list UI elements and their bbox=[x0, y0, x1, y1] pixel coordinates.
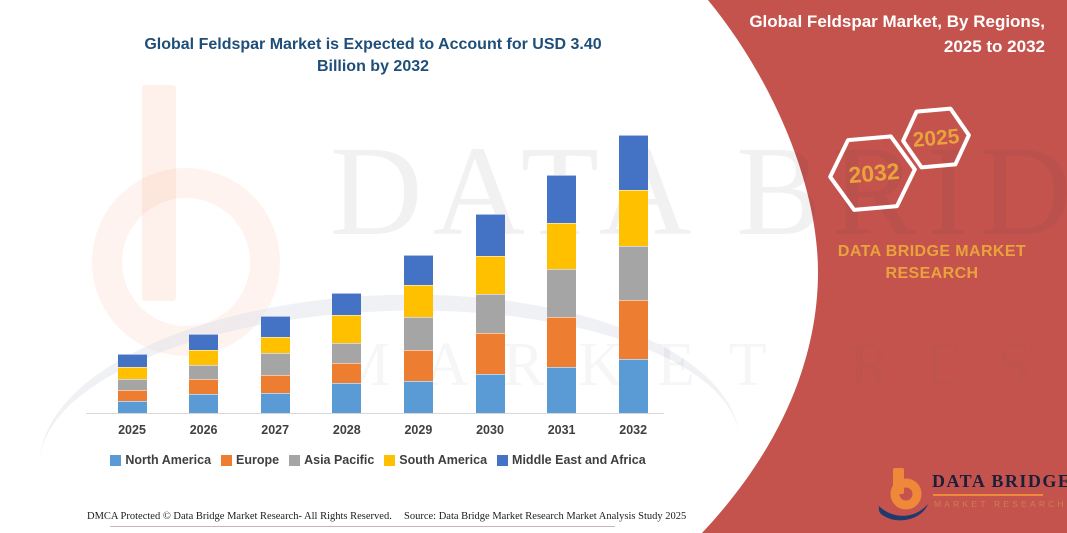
bar-segment bbox=[547, 175, 577, 223]
bar-segment bbox=[189, 350, 219, 365]
bar-segment bbox=[618, 300, 648, 359]
bar-segment bbox=[332, 315, 362, 343]
legend-label: North America bbox=[125, 453, 212, 467]
bar-segment bbox=[475, 256, 505, 294]
bar-segment bbox=[403, 381, 433, 413]
x-axis-line bbox=[86, 413, 664, 414]
footer-dmca-text: DMCA Protected © Data Bridge Market Rese… bbox=[87, 511, 392, 522]
hexagon-2025-outline bbox=[901, 106, 971, 170]
x-axis-label: 2031 bbox=[547, 423, 576, 437]
bar-segment bbox=[260, 393, 290, 413]
hexagon-2025: 2025 bbox=[901, 106, 971, 170]
bar-segment bbox=[475, 374, 505, 413]
legend-label: Middle East and Africa bbox=[512, 453, 646, 467]
bar-segment bbox=[117, 379, 147, 390]
bar-segment bbox=[117, 390, 147, 401]
bar-segment bbox=[260, 353, 290, 375]
bar-segment bbox=[260, 375, 290, 393]
bar-segment bbox=[547, 317, 577, 367]
brand-caption: DATA BRIDGE MARKET RESEARCH bbox=[837, 243, 1027, 282]
company-logo-underline bbox=[933, 494, 1043, 496]
bar-2031 bbox=[547, 175, 577, 413]
bar-segment bbox=[547, 269, 577, 317]
bar-segment bbox=[189, 394, 219, 413]
x-axis-label: 2028 bbox=[332, 423, 361, 437]
x-axis-label: 2032 bbox=[619, 423, 648, 437]
bar-2028 bbox=[332, 293, 362, 413]
bar-segment bbox=[403, 317, 433, 350]
watermark-text-line2: MARKET RESEARCH bbox=[335, 331, 1067, 399]
bar-segment bbox=[332, 363, 362, 383]
bar-segment bbox=[475, 333, 505, 374]
legend-item: Asia Pacific bbox=[289, 453, 374, 467]
x-axis-label: 2025 bbox=[118, 423, 146, 437]
bar-2026 bbox=[189, 334, 219, 413]
company-logo: DATA BRIDGE MARKET RESEARCH bbox=[858, 464, 1067, 526]
company-logo-icon bbox=[878, 468, 928, 521]
bar-segment bbox=[475, 294, 505, 333]
legend-label: South America bbox=[399, 453, 488, 467]
hexagon-2032: 2032 bbox=[828, 134, 917, 212]
bar-segment bbox=[332, 383, 362, 413]
side-panel-heading: Global Feldspar Market, By Regions, 2025… bbox=[749, 12, 1045, 56]
x-axis-label: 2026 bbox=[189, 423, 218, 437]
bar-segment bbox=[547, 367, 577, 413]
bar-segment bbox=[189, 334, 219, 350]
bar-2025 bbox=[117, 354, 147, 413]
legend-label: Europe bbox=[236, 453, 280, 467]
bar-segment bbox=[618, 359, 648, 413]
x-axis-label: 2030 bbox=[476, 423, 504, 437]
legend-item: Europe bbox=[221, 453, 279, 467]
bar-2027 bbox=[260, 316, 290, 413]
bar-segment bbox=[475, 214, 505, 256]
bar-2029 bbox=[403, 255, 433, 413]
x-axis-label: 2029 bbox=[404, 423, 433, 437]
hexagon-2032-label: 2032 bbox=[847, 158, 900, 188]
bar-segment bbox=[403, 255, 433, 285]
bar-segment bbox=[547, 223, 577, 269]
bar-segment bbox=[403, 285, 433, 317]
legend-swatch-icon bbox=[289, 454, 301, 466]
bar-segment bbox=[618, 135, 648, 190]
bar-2030 bbox=[475, 214, 505, 413]
legend-swatch-icon bbox=[497, 454, 509, 466]
chart-title: Global Feldspar Market is Expected to Ac… bbox=[90, 34, 656, 78]
legend-item: South America bbox=[384, 453, 487, 467]
watermark-text-line1: DATA BRIDGE bbox=[330, 120, 1067, 262]
company-logo-title: DATA BRIDGE bbox=[932, 471, 1067, 491]
bar-2032 bbox=[618, 135, 648, 413]
bar-segment bbox=[332, 343, 362, 363]
x-axis-label: 2027 bbox=[261, 423, 290, 437]
bar-segment bbox=[117, 354, 147, 367]
bar-segment bbox=[332, 293, 362, 315]
footer-source-text: Source: Data Bridge Market Research Mark… bbox=[404, 511, 687, 522]
bar-segment bbox=[618, 190, 648, 246]
bar-segment bbox=[117, 401, 147, 413]
bar-segment bbox=[260, 316, 290, 337]
footer-divider-line bbox=[110, 526, 615, 527]
chart-title-line1: Global Feldspar Market is Expected to Ac… bbox=[144, 36, 602, 53]
legend-swatch-icon bbox=[384, 454, 396, 466]
legend-swatch-icon bbox=[221, 454, 233, 466]
chart-title-line2: Billion by 2032 bbox=[316, 58, 430, 75]
bar-segment bbox=[403, 350, 433, 381]
legend-swatch-icon bbox=[110, 454, 122, 466]
bar-segment bbox=[117, 367, 147, 379]
bar-segment bbox=[189, 365, 219, 379]
company-logo-subtitle: MARKET RESEARCH bbox=[934, 499, 1067, 509]
bar-segment bbox=[189, 379, 219, 394]
hexagon-2025-label: 2025 bbox=[912, 125, 961, 152]
legend-label: Asia Pacific bbox=[304, 453, 375, 467]
bar-segment bbox=[618, 246, 648, 300]
legend-item: Middle East and Africa bbox=[497, 453, 646, 467]
hexagon-2032-outline bbox=[828, 134, 917, 212]
legend-item: North America bbox=[110, 453, 211, 467]
side-panel-background bbox=[702, 0, 1067, 533]
legend: North America Europe Asia Pacific South Ame… bbox=[80, 453, 676, 467]
bar-segment bbox=[260, 337, 290, 353]
